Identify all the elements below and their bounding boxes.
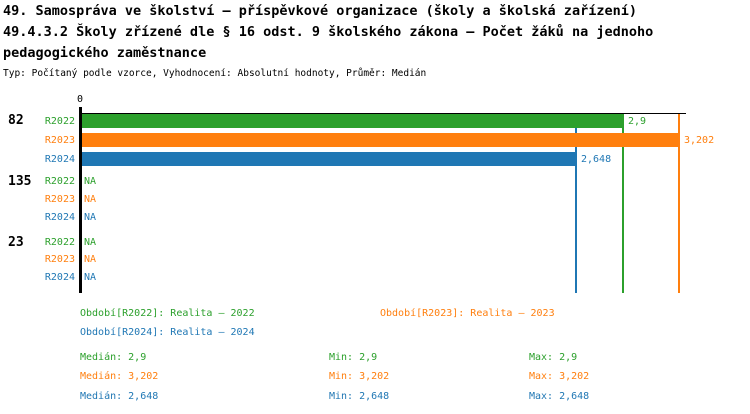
group-label-135: 135	[8, 174, 32, 189]
series-label-r2024-g82: R2024	[44, 154, 75, 165]
stat-min-r2022: Min: 2,9	[329, 352, 378, 363]
median-line-r2024	[575, 114, 577, 293]
group-label-23: 23	[8, 235, 24, 250]
group-label-82: 82	[8, 113, 24, 128]
series-label-r2022-g23: R2022	[44, 237, 75, 248]
legend-item-r2024: Období[R2024]: Realita – 2024	[80, 327, 255, 338]
series-label-r2023-g82: R2023	[44, 135, 75, 146]
value-label-r2024-g82: 2,648	[581, 154, 612, 165]
na-label-r2024-g23: NA	[84, 272, 97, 283]
stat-max-r2023: Max: 3,202	[529, 371, 590, 382]
stat-min-r2024: Min: 2,648	[329, 391, 390, 402]
stat-median-r2022: Medián: 2,9	[80, 352, 147, 363]
na-label-r2024-g135: NA	[84, 212, 97, 223]
stat-max-r2024: Max: 2,648	[529, 391, 590, 402]
stat-median-r2023: Medián: 3,202	[80, 371, 159, 382]
x-axis-zero-label: 0	[76, 94, 84, 105]
series-label-r2023-g135: R2023	[44, 194, 75, 205]
page-title-line-3: pedagogického zaměstnance	[3, 45, 207, 61]
value-label-r2023-g82: 3,202	[684, 135, 715, 146]
stat-median-r2024: Medián: 2,648	[80, 391, 159, 402]
bar-r2022-g82	[82, 114, 623, 128]
bar-r2024-g82	[82, 152, 576, 166]
series-label-r2022-g82: R2022	[44, 116, 75, 127]
series-label-r2024-g135: R2024	[44, 212, 75, 223]
chart-meta-line: Typ: Počítaný podle vzorce, Vyhodnocení:…	[3, 68, 427, 79]
na-label-r2022-g135: NA	[84, 176, 97, 187]
page-title-line-2: 49.4.3.2 Školy zřízené dle § 16 odst. 9 …	[3, 24, 654, 40]
legend-item-r2022: Období[R2022]: Realita – 2022	[80, 308, 255, 319]
x-axis-line	[79, 113, 686, 114]
y-axis-line	[79, 107, 82, 293]
na-label-r2023-g23: NA	[84, 254, 97, 265]
median-line-r2023	[678, 114, 680, 293]
legend-item-r2023: Období[R2023]: Realita – 2023	[380, 308, 555, 319]
series-label-r2024-g23: R2024	[44, 272, 75, 283]
series-label-r2023-g23: R2023	[44, 254, 75, 265]
median-line-r2022	[622, 114, 624, 293]
bar-r2023-g82	[82, 133, 679, 147]
series-label-r2022-g135: R2022	[44, 176, 75, 187]
value-label-r2022-g82: 2,9	[628, 116, 647, 127]
na-label-r2022-g23: NA	[84, 237, 97, 248]
page-title-line-1: 49. Samospráva ve školství – příspěvkové…	[3, 3, 637, 19]
stat-min-r2023: Min: 3,202	[329, 371, 390, 382]
stat-max-r2022: Max: 2,9	[529, 352, 578, 363]
na-label-r2023-g135: NA	[84, 194, 97, 205]
